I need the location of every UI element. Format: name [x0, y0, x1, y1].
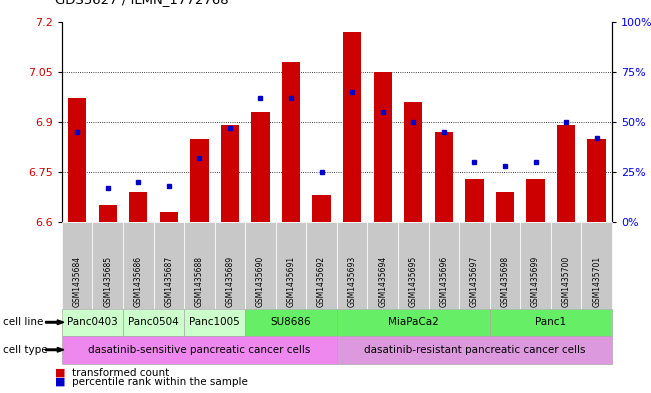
Text: GSM1435690: GSM1435690	[256, 255, 265, 307]
Text: GSM1435696: GSM1435696	[439, 255, 449, 307]
Bar	[496, 192, 514, 222]
Bar	[251, 112, 270, 222]
Bar	[282, 62, 300, 222]
Text: dasatinib-resistant pancreatic cancer cells: dasatinib-resistant pancreatic cancer ce…	[364, 345, 585, 355]
Text: GSM1435688: GSM1435688	[195, 255, 204, 307]
Bar	[343, 31, 361, 222]
Text: GSM1435701: GSM1435701	[592, 255, 601, 307]
Bar	[557, 125, 575, 222]
Text: Panc0504: Panc0504	[128, 317, 179, 327]
Bar	[159, 212, 178, 222]
Bar	[190, 138, 208, 222]
Text: transformed count: transformed count	[72, 367, 169, 378]
Bar	[98, 205, 117, 222]
Text: GSM1435700: GSM1435700	[562, 255, 570, 307]
Bar	[465, 178, 484, 222]
Bar	[527, 178, 545, 222]
Bar	[312, 195, 331, 222]
Text: GSM1435687: GSM1435687	[164, 255, 173, 307]
Text: Panc1: Panc1	[535, 317, 566, 327]
Text: cell line: cell line	[3, 317, 44, 327]
Text: GSM1435699: GSM1435699	[531, 255, 540, 307]
Text: percentile rank within the sample: percentile rank within the sample	[72, 377, 247, 387]
Text: GSM1435692: GSM1435692	[317, 255, 326, 307]
Text: GSM1435693: GSM1435693	[348, 255, 357, 307]
Bar	[221, 125, 239, 222]
Text: GSM1435698: GSM1435698	[501, 255, 510, 307]
Text: MiaPaCa2: MiaPaCa2	[388, 317, 439, 327]
Text: cell type: cell type	[3, 345, 48, 355]
Bar	[374, 72, 392, 222]
Text: GSM1435686: GSM1435686	[133, 255, 143, 307]
Text: dasatinib-sensitive pancreatic cancer cells: dasatinib-sensitive pancreatic cancer ce…	[88, 345, 311, 355]
Text: Panc0403: Panc0403	[67, 317, 118, 327]
Text: GSM1435689: GSM1435689	[225, 255, 234, 307]
Text: ■: ■	[55, 367, 66, 378]
Text: GSM1435685: GSM1435685	[104, 255, 112, 307]
Bar	[587, 138, 606, 222]
Text: GSM1435691: GSM1435691	[286, 255, 296, 307]
Bar	[129, 192, 147, 222]
Bar	[435, 132, 453, 222]
Text: GSM1435695: GSM1435695	[409, 255, 418, 307]
Text: Panc1005: Panc1005	[189, 317, 240, 327]
Text: SU8686: SU8686	[271, 317, 311, 327]
Bar	[68, 98, 87, 222]
Bar	[404, 102, 422, 222]
Text: GSM1435694: GSM1435694	[378, 255, 387, 307]
Text: ■: ■	[55, 377, 66, 387]
Text: GSM1435697: GSM1435697	[470, 255, 479, 307]
Text: GDS5627 / ILMN_1772768: GDS5627 / ILMN_1772768	[55, 0, 229, 6]
Text: GSM1435684: GSM1435684	[73, 255, 81, 307]
